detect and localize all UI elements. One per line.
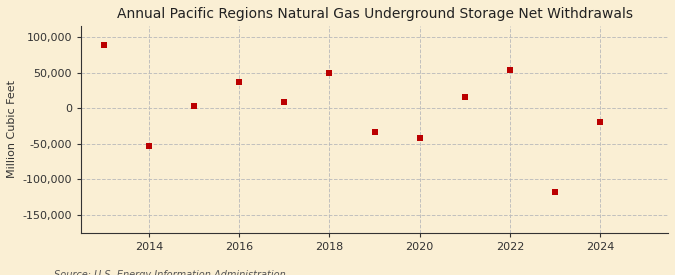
Point	[324, 70, 335, 75]
Y-axis label: Million Cubic Feet: Million Cubic Feet	[7, 80, 17, 178]
Point	[188, 104, 199, 108]
Point	[98, 43, 109, 48]
Point	[549, 190, 560, 194]
Text: Source: U.S. Energy Information Administration: Source: U.S. Energy Information Administ…	[54, 271, 286, 275]
Title: Annual Pacific Regions Natural Gas Underground Storage Net Withdrawals: Annual Pacific Regions Natural Gas Under…	[117, 7, 632, 21]
Point	[595, 120, 605, 125]
Point	[369, 129, 380, 134]
Point	[414, 136, 425, 140]
Point	[460, 95, 470, 100]
Point	[279, 100, 290, 104]
Point	[234, 79, 244, 84]
Point	[505, 68, 516, 73]
Point	[143, 144, 154, 148]
